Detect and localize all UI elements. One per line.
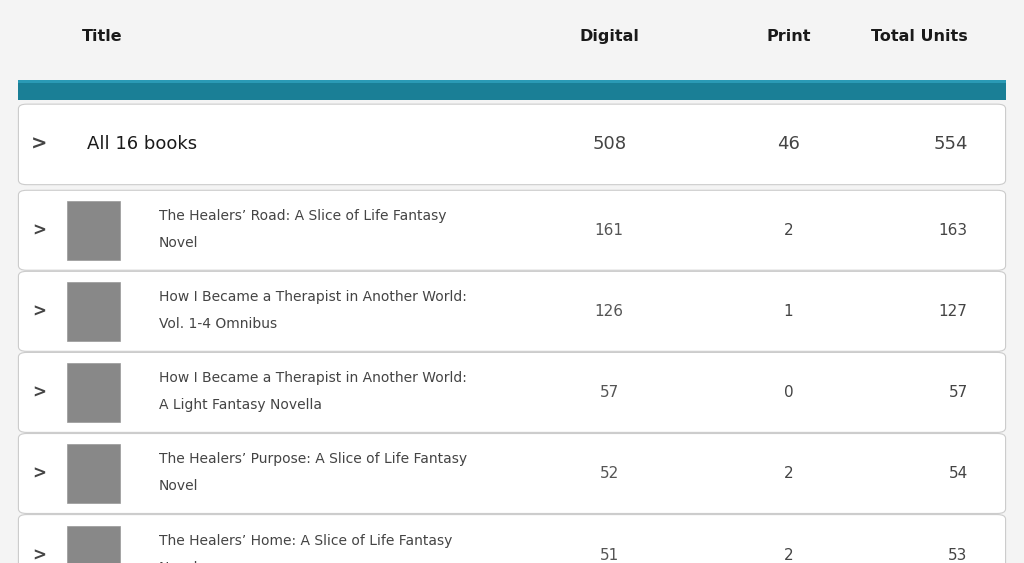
Text: 52: 52 xyxy=(600,466,618,481)
Text: 163: 163 xyxy=(939,223,968,238)
FancyBboxPatch shape xyxy=(18,271,1006,351)
Text: 2: 2 xyxy=(783,223,794,238)
FancyBboxPatch shape xyxy=(18,515,1006,563)
Text: A Light Fantasy Novella: A Light Fantasy Novella xyxy=(159,399,322,412)
Text: 51: 51 xyxy=(600,548,618,562)
Text: >: > xyxy=(32,383,46,401)
Text: 46: 46 xyxy=(777,136,800,153)
Text: 57: 57 xyxy=(948,385,968,400)
Text: 0: 0 xyxy=(783,385,794,400)
Text: Title: Title xyxy=(82,29,123,44)
Text: How I Became a Therapist in Another World:: How I Became a Therapist in Another Worl… xyxy=(159,291,467,304)
Text: 127: 127 xyxy=(939,304,968,319)
Text: All 16 books: All 16 books xyxy=(87,136,198,153)
Text: >: > xyxy=(32,546,46,563)
Text: >: > xyxy=(31,135,47,154)
Bar xyxy=(18,80,1006,100)
Bar xyxy=(67,444,120,503)
Text: How I Became a Therapist in Another World:: How I Became a Therapist in Another Worl… xyxy=(159,372,467,385)
Text: Total Units: Total Units xyxy=(871,29,968,44)
Bar xyxy=(67,282,120,341)
Text: 508: 508 xyxy=(592,136,627,153)
Text: Vol. 1-4 Omnibus: Vol. 1-4 Omnibus xyxy=(159,318,276,331)
Text: 54: 54 xyxy=(948,466,968,481)
Text: The Healers’ Purpose: A Slice of Life Fantasy: The Healers’ Purpose: A Slice of Life Fa… xyxy=(159,453,467,466)
Text: 554: 554 xyxy=(933,136,968,153)
Text: Novel: Novel xyxy=(159,561,199,563)
FancyBboxPatch shape xyxy=(18,190,1006,270)
Text: The Healers’ Home: A Slice of Life Fantasy: The Healers’ Home: A Slice of Life Fanta… xyxy=(159,534,452,548)
Text: 2: 2 xyxy=(783,548,794,562)
FancyBboxPatch shape xyxy=(18,434,1006,513)
Text: >: > xyxy=(32,221,46,239)
Bar xyxy=(67,526,120,563)
Bar xyxy=(18,80,1006,83)
Text: 161: 161 xyxy=(595,223,624,238)
Text: 1: 1 xyxy=(783,304,794,319)
Bar xyxy=(67,200,120,260)
Text: 57: 57 xyxy=(600,385,618,400)
Text: 53: 53 xyxy=(948,548,968,562)
FancyBboxPatch shape xyxy=(18,104,1006,185)
Text: Print: Print xyxy=(766,29,811,44)
Text: Digital: Digital xyxy=(580,29,639,44)
Text: 126: 126 xyxy=(595,304,624,319)
Text: 2: 2 xyxy=(783,466,794,481)
Text: >: > xyxy=(32,464,46,482)
Bar xyxy=(67,363,120,422)
FancyBboxPatch shape xyxy=(18,352,1006,432)
Text: Novel: Novel xyxy=(159,236,199,250)
Text: >: > xyxy=(32,302,46,320)
Text: The Healers’ Road: A Slice of Life Fantasy: The Healers’ Road: A Slice of Life Fanta… xyxy=(159,209,446,223)
Text: Novel: Novel xyxy=(159,480,199,493)
